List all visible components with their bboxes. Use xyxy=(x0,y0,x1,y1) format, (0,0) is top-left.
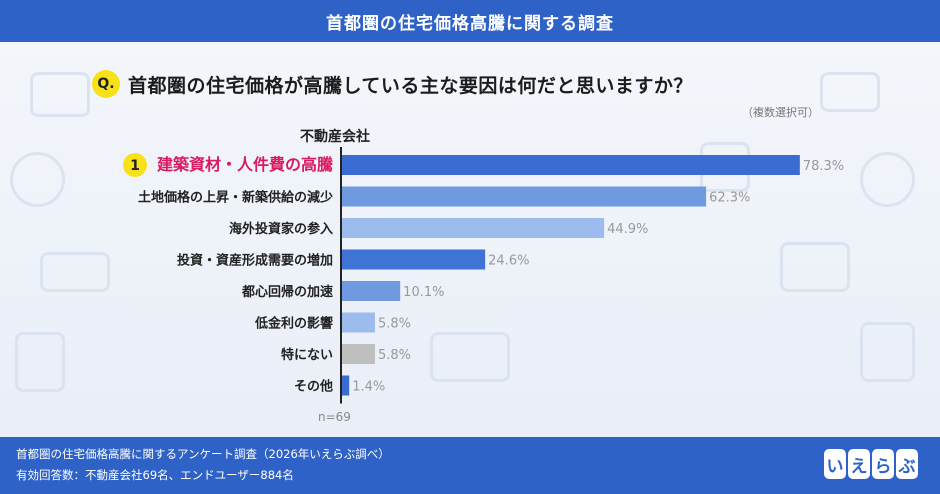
footer-survey-title: 首都圏の住宅価格高騰に関するアンケート調査（2026年いえらぶ調べ） xyxy=(16,447,390,461)
logo-char: い xyxy=(824,449,846,479)
group-label: 不動産会社 xyxy=(300,129,370,145)
category-label: 土地価格の上昇・新築供給の減少 xyxy=(138,190,333,206)
background-icon xyxy=(780,242,850,292)
bar xyxy=(341,186,707,207)
value-label: 78.3% xyxy=(803,159,844,174)
bar xyxy=(341,344,375,364)
value-label: 24.6% xyxy=(488,254,529,269)
background-icon xyxy=(15,332,65,392)
value-label: 62.3% xyxy=(709,191,750,206)
background-icon xyxy=(40,252,110,292)
bar xyxy=(341,218,605,238)
bar xyxy=(341,375,350,396)
footer-bar: 首都圏の住宅価格高騰に関するアンケート調査（2026年いえらぶ調べ） 有効回答数… xyxy=(0,437,940,494)
value-label: 5.8% xyxy=(378,317,411,332)
background-icon xyxy=(10,152,65,207)
category-label: 特にない xyxy=(281,347,333,363)
background-icon xyxy=(860,152,915,207)
value-label: 5.8% xyxy=(378,348,411,363)
question-row: Q. 首都圏の住宅価格が高騰している主な要因は何だと思いますか？ xyxy=(92,70,693,98)
bar-chart: 建築資材・人件費の高騰 1 78.3% 土地価格の上昇・新築供給の減少 62.3% 海外投… xyxy=(0,42,940,437)
logo-char: ぶ xyxy=(896,449,918,479)
question-text: 首都圏の住宅価格が高騰している主な要因は何だと思いますか？ xyxy=(128,74,693,97)
value-label: 44.9% xyxy=(607,222,648,237)
ierabu-logo: い え ら ぶ xyxy=(824,449,918,479)
bar xyxy=(341,281,401,301)
category-label: 都心回帰の加速 xyxy=(241,284,333,300)
logo-char: ら xyxy=(872,449,894,479)
rank-number: 1 xyxy=(130,158,140,174)
header-title: 首都圏の住宅価格高騰に関する調査 xyxy=(326,13,614,34)
bar xyxy=(341,155,800,175)
logo-char: え xyxy=(848,449,870,479)
category-label: 海外投資家の参入 xyxy=(229,221,333,237)
footer-respondents: 有効回答数：不動産会社69名、エンドユーザー884名 xyxy=(16,468,294,482)
background-icon xyxy=(820,72,880,112)
background-icon xyxy=(30,72,90,117)
question-note: （複数選択可） xyxy=(742,106,819,119)
question-badge: Q. xyxy=(92,70,120,98)
rank-badge xyxy=(123,153,147,177)
category-label: 低金利の影響 xyxy=(254,316,333,332)
sample-size: n=69 xyxy=(318,410,351,424)
header-bar: 首都圏の住宅価格高騰に関する調査 xyxy=(0,0,940,42)
value-label: 10.1% xyxy=(403,285,444,300)
bar xyxy=(341,312,375,333)
background-icon xyxy=(430,332,510,382)
category-label: 建築資材・人件費の高騰 xyxy=(157,155,334,174)
category-label: その他 xyxy=(294,379,333,395)
category-label: 投資・資産形成需要の増加 xyxy=(177,253,333,269)
background-icon xyxy=(860,322,915,382)
bar-chart-svg: 建築資材・人件費の高騰 1 78.3% 土地価格の上昇・新築供給の減少 62.3% 海外投… xyxy=(123,147,844,424)
bar xyxy=(341,249,486,270)
value-label: 1.4% xyxy=(352,380,385,395)
main-panel: Q. 首都圏の住宅価格が高騰している主な要因は何だと思いますか？ （複数選択可）… xyxy=(0,42,940,437)
